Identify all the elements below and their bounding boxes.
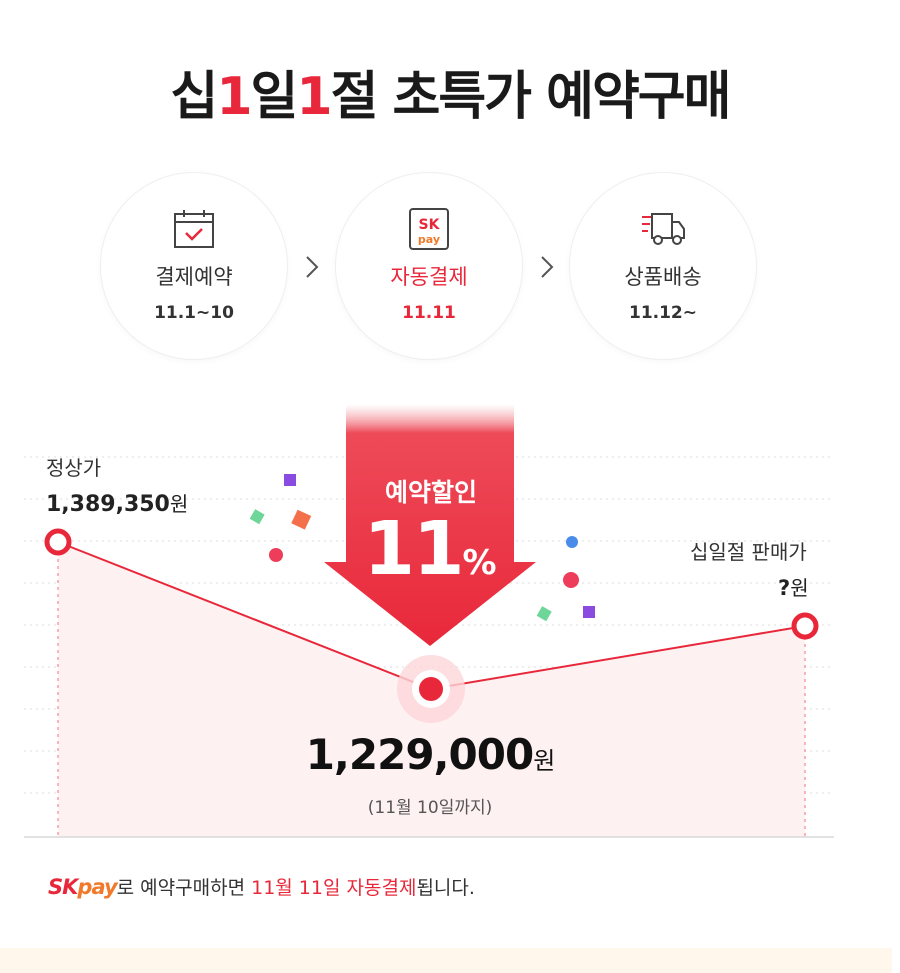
delivery-truck-icon xyxy=(642,213,685,245)
step-payment-reservation: 결제예약 11.1~10 xyxy=(101,173,287,359)
step-label: 결제예약 xyxy=(155,265,233,289)
step-delivery: 상품배송 11.12~ xyxy=(570,173,756,359)
sk-pay-icon: SK pay xyxy=(409,208,449,250)
sk-pay-logo: SKpay xyxy=(48,875,118,899)
step-date: 11.11 xyxy=(402,303,456,323)
bottom-section-bar xyxy=(0,948,892,973)
step-date: 11.1~10 xyxy=(154,303,234,323)
regular-price-label: 정상가 xyxy=(46,456,102,480)
preorder-price-value: 1,229,000원 xyxy=(305,730,556,779)
sale-price-value: ?원 xyxy=(778,576,809,600)
sale-price-marker xyxy=(791,612,819,640)
svg-text:pay: pay xyxy=(418,233,440,246)
discount-value: 11% xyxy=(363,506,497,592)
confetti-decoration xyxy=(249,474,595,622)
discount-arrow xyxy=(324,404,536,646)
page-title: 십1일1절 초특가 예약구매 xyxy=(170,67,732,127)
step-date: 11.12~ xyxy=(628,303,698,323)
discount-label: 예약할인 xyxy=(384,478,477,507)
calendar-check-icon xyxy=(174,210,214,248)
preorder-until-note: (11월 10일까지) xyxy=(367,798,493,818)
sale-price-label: 십일절 판매가 xyxy=(690,540,807,564)
regular-price-marker xyxy=(44,528,72,556)
chevron-right-icon xyxy=(541,256,554,278)
step-label: 상품배송 xyxy=(624,265,702,289)
sk-pay-notice: SKpay로 예약구매하면 11월 11일 자동결제됩니다. xyxy=(48,875,475,899)
price-chart xyxy=(0,390,900,850)
step-label: 자동결제 xyxy=(390,265,468,289)
preorder-price-marker xyxy=(419,677,443,701)
chevron-right-icon xyxy=(306,256,319,278)
svg-text:SK: SK xyxy=(419,217,441,233)
step-auto-payment: SK pay 자동결제 11.11 xyxy=(336,173,522,359)
regular-price-value: 1,389,350원 xyxy=(46,492,189,517)
